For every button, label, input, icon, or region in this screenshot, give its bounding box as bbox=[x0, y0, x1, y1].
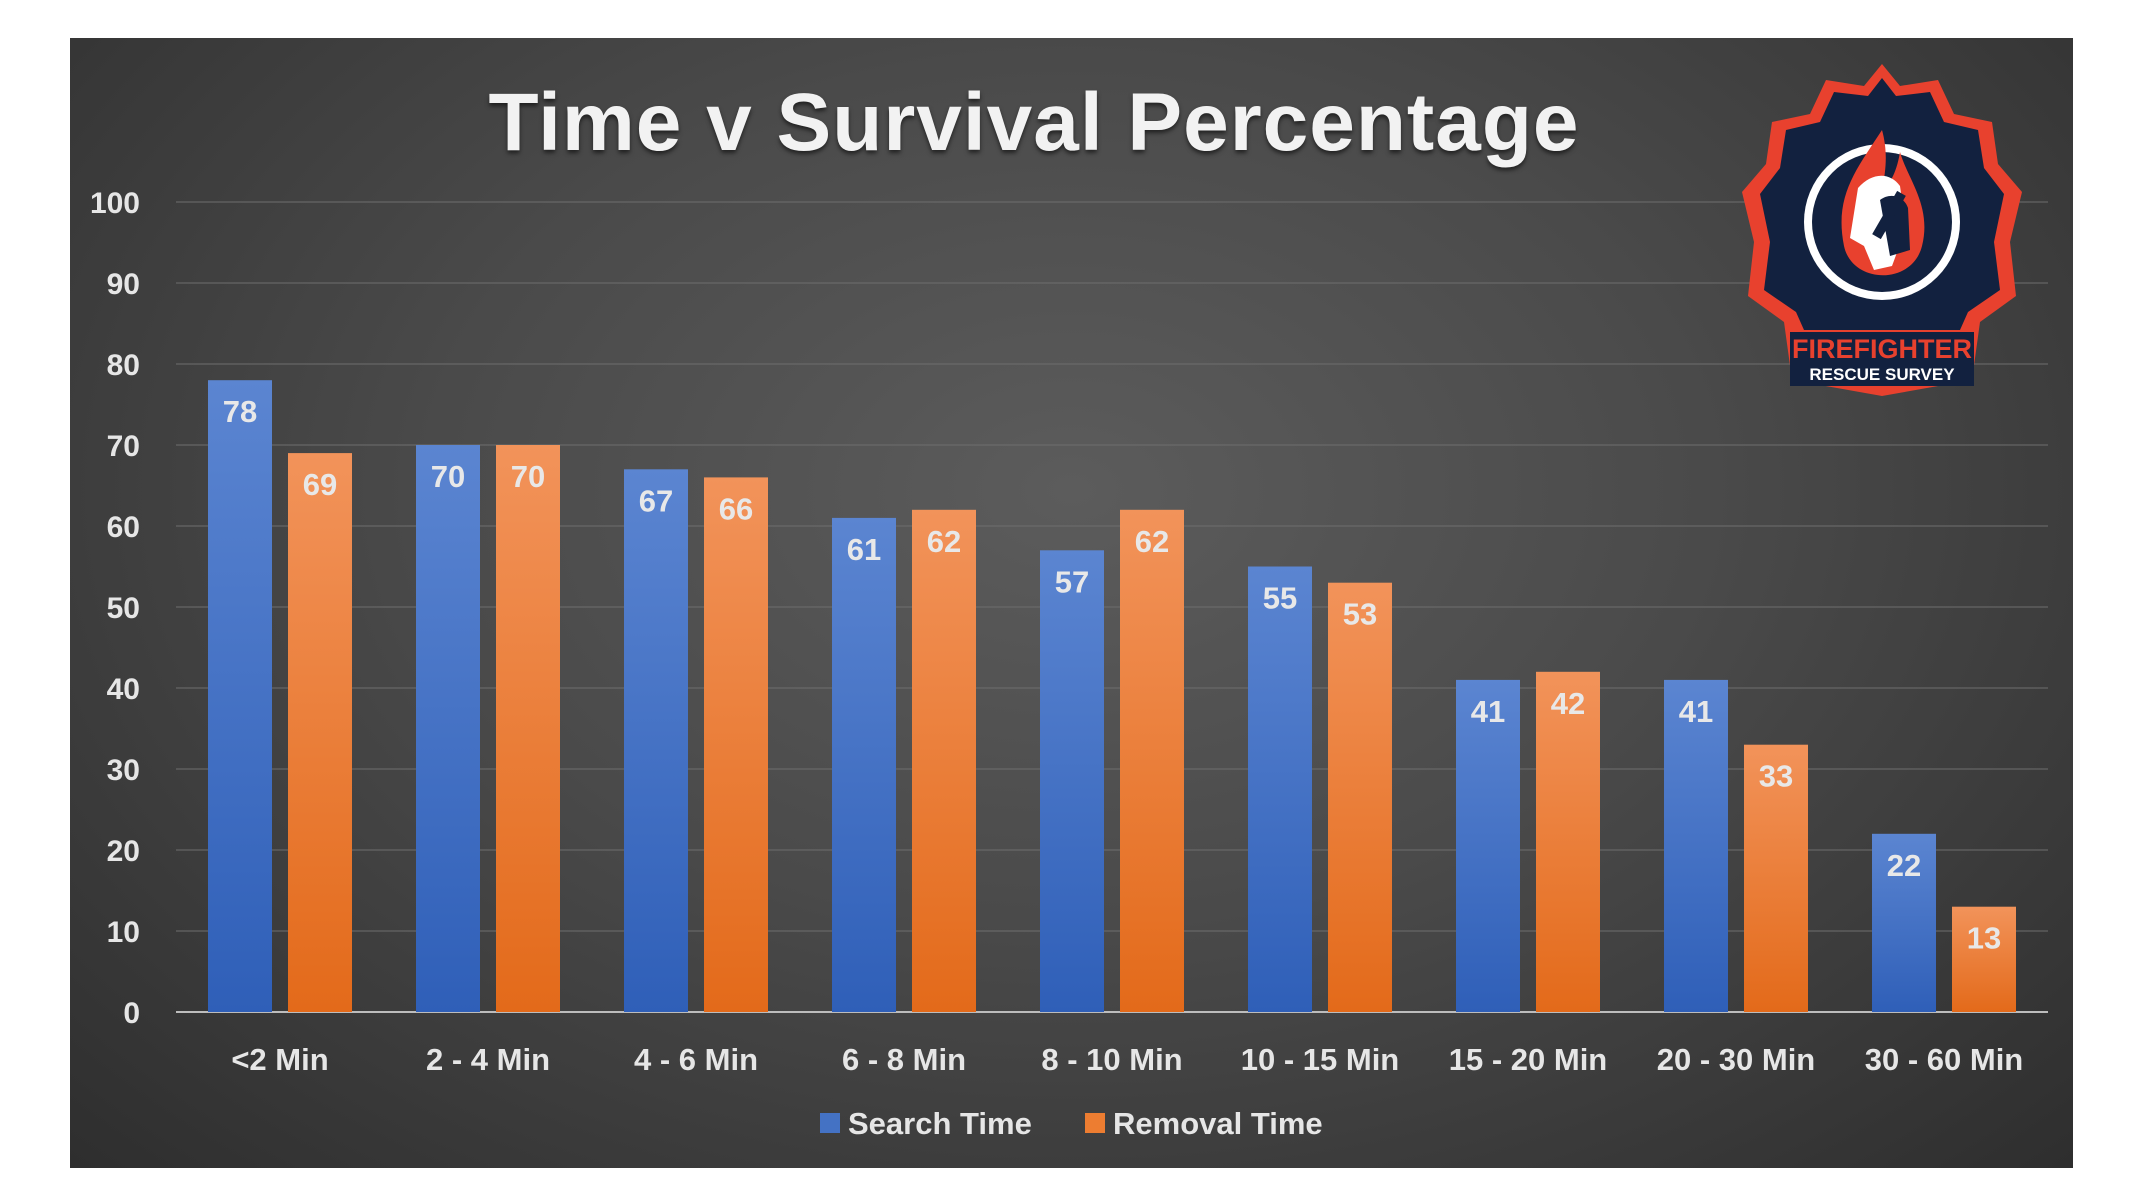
search-time-bar bbox=[832, 517, 896, 1012]
legend-swatch-search bbox=[820, 1113, 840, 1133]
y-tick-label: 0 bbox=[123, 997, 140, 1030]
search-time-bar bbox=[1456, 679, 1520, 1012]
data-label: 62 bbox=[1135, 524, 1169, 559]
data-label: 70 bbox=[431, 459, 465, 494]
y-tick-label: 60 bbox=[107, 511, 140, 544]
logo-line1: FIREFIGHTER bbox=[1792, 334, 1972, 364]
data-label: 41 bbox=[1679, 694, 1713, 729]
chart-title: Time v Survival Percentage bbox=[488, 77, 1580, 168]
legend-label: Search Time bbox=[848, 1106, 1032, 1141]
data-label: 41 bbox=[1471, 694, 1505, 729]
y-tick-label: 70 bbox=[107, 430, 140, 463]
x-tick-label: 6 - 8 Min bbox=[842, 1042, 966, 1077]
x-tick-label: 2 - 4 Min bbox=[426, 1042, 550, 1077]
y-axis-ticks: 0 10 20 30 40 50 60 70 80 90 100 bbox=[90, 187, 140, 1030]
search-time-bar bbox=[208, 380, 272, 1012]
data-label: 69 bbox=[303, 467, 337, 502]
removal-time-bar bbox=[1328, 582, 1392, 1012]
y-tick-label: 80 bbox=[107, 349, 140, 382]
removal-time-bar bbox=[1952, 906, 2016, 1012]
data-label: 67 bbox=[639, 483, 673, 518]
y-tick-label: 20 bbox=[107, 835, 140, 868]
data-label: 66 bbox=[719, 491, 753, 526]
data-label: 13 bbox=[1967, 921, 2001, 956]
x-tick-label: 20 - 30 Min bbox=[1657, 1042, 1816, 1077]
data-labels: 78 69 70 70 67 66 61 62 57 62 55 53 41 42 41 33 22 13 bbox=[223, 394, 2001, 956]
search-time-bar bbox=[1664, 679, 1728, 1012]
y-tick-label: 90 bbox=[107, 268, 140, 301]
x-tick-label: <2 Min bbox=[231, 1042, 328, 1077]
removal-time-bar bbox=[288, 453, 352, 1013]
bars bbox=[208, 380, 2016, 1013]
data-label: 33 bbox=[1759, 759, 1793, 794]
search-time-bar bbox=[416, 445, 480, 1012]
y-tick-label: 50 bbox=[107, 592, 140, 625]
chart-plot: 0 10 20 30 40 50 60 70 80 90 100 78 69 70 70 67 66 61 62 5… bbox=[90, 187, 2048, 1141]
y-tick-label: 40 bbox=[107, 673, 140, 706]
data-label: 70 bbox=[511, 459, 545, 494]
removal-time-bar bbox=[912, 509, 976, 1012]
legend-label: Removal Time bbox=[1113, 1106, 1323, 1141]
search-time-bar bbox=[1248, 566, 1312, 1012]
data-label: 55 bbox=[1263, 581, 1297, 616]
x-tick-label: 4 - 6 Min bbox=[634, 1042, 758, 1077]
y-tick-label: 10 bbox=[107, 916, 140, 949]
search-time-bar bbox=[624, 469, 688, 1012]
data-label: 53 bbox=[1343, 597, 1377, 632]
logo-line2: RESCUE SURVEY bbox=[1809, 365, 1955, 384]
removal-time-bar bbox=[1744, 744, 1808, 1012]
removal-time-bar bbox=[1536, 671, 1600, 1012]
gridlines bbox=[176, 201, 2048, 1013]
removal-time-bar bbox=[496, 445, 560, 1012]
data-label: 22 bbox=[1887, 848, 1921, 883]
x-axis-ticks: <2 Min 2 - 4 Min 4 - 6 Min 6 - 8 Min 8 - 10 … bbox=[231, 1042, 2023, 1077]
removal-time-bar bbox=[704, 477, 768, 1012]
data-label: 78 bbox=[223, 394, 257, 429]
x-tick-label: 30 - 60 Min bbox=[1865, 1042, 2024, 1077]
firefighter-rescue-survey-logo: FIREFIGHTER RESCUE SURVEY bbox=[1742, 64, 2022, 396]
search-time-bar bbox=[1040, 550, 1104, 1012]
removal-time-bar bbox=[1120, 509, 1184, 1012]
chart-panel: Time v Survival Percentage 0 10 20 30 40 50 60… bbox=[70, 38, 2073, 1168]
legend-swatch-removal bbox=[1085, 1113, 1105, 1133]
legend: Search Time Removal Time bbox=[820, 1106, 1323, 1141]
data-label: 42 bbox=[1551, 686, 1585, 721]
data-label: 61 bbox=[847, 532, 881, 567]
x-tick-label: 10 - 15 Min bbox=[1241, 1042, 1400, 1077]
data-label: 62 bbox=[927, 524, 961, 559]
y-tick-label: 100 bbox=[90, 187, 140, 220]
y-tick-label: 30 bbox=[107, 754, 140, 787]
x-tick-label: 15 - 20 Min bbox=[1449, 1042, 1608, 1077]
x-tick-label: 8 - 10 Min bbox=[1041, 1042, 1182, 1077]
data-label: 57 bbox=[1055, 564, 1089, 599]
search-time-bar bbox=[1872, 833, 1936, 1012]
